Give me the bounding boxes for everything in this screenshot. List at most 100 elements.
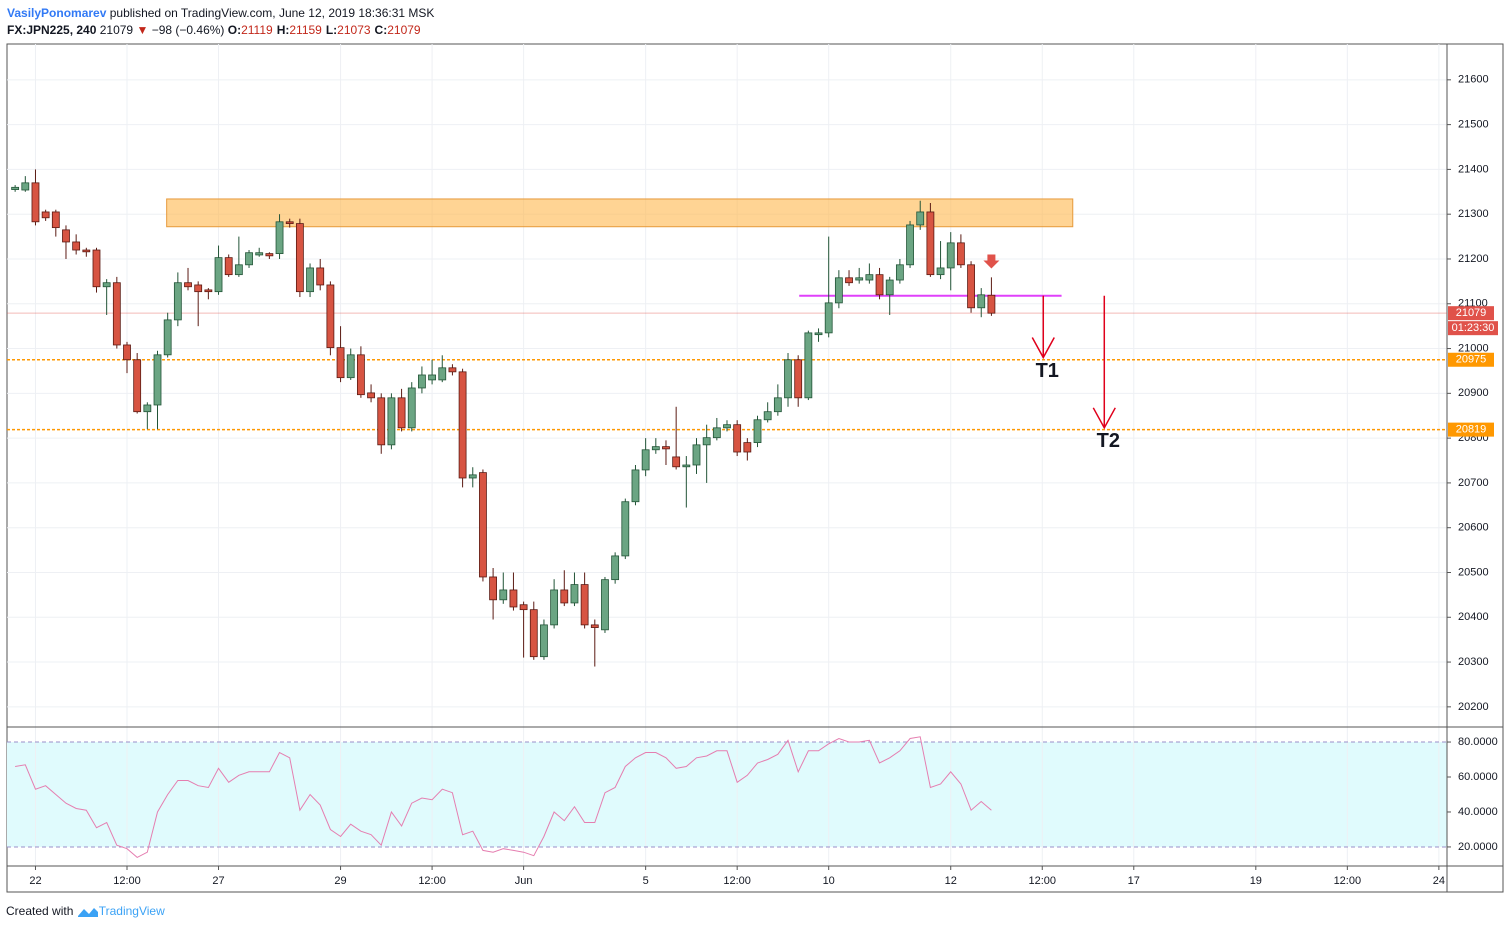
level-label-box: [1448, 422, 1494, 437]
candle-body: [306, 267, 314, 293]
ohlc-value: 21119: [241, 23, 273, 37]
x-tick-label: 12:00: [1334, 875, 1362, 887]
level-label-box: [1448, 352, 1494, 367]
logo: [77, 907, 98, 917]
candle-body: [509, 589, 518, 608]
candle-body: [62, 229, 70, 243]
y-tick-label: 21300: [1458, 208, 1489, 220]
signal-arrow: [983, 254, 1000, 269]
y-tick-label: 21500: [1458, 119, 1489, 131]
candle-body: [499, 589, 508, 601]
candle-body: [448, 367, 457, 373]
candle-body: [560, 589, 569, 604]
candle-body: [112, 282, 121, 346]
countdown: 01:23:30: [1452, 322, 1495, 334]
candle-body: [143, 404, 152, 413]
candle-body: [173, 282, 182, 321]
current-price-label: 21079: [1456, 307, 1487, 319]
x-tick-label: Jun: [515, 875, 533, 887]
header-line: VasilyPonomarev published on TradingView…: [7, 5, 434, 22]
ohlc-label: H:: [276, 23, 290, 37]
y-tick-label: 20700: [1458, 477, 1489, 489]
y-tick-label: 20400: [1458, 611, 1489, 623]
down-arrow: ▼: [136, 23, 149, 37]
x-tick-label: 10: [823, 875, 835, 887]
candle-body: [794, 359, 803, 399]
candle-body: [743, 442, 752, 453]
target-label: T1: [1036, 360, 1059, 382]
candle-body: [753, 419, 762, 444]
candle-body: [377, 397, 386, 446]
rsi-band: [7, 742, 1447, 847]
countdown-box: [1448, 321, 1498, 336]
candle-body: [723, 424, 731, 429]
ohlc-value: 21073: [337, 23, 371, 37]
candle-body: [834, 277, 843, 304]
candle-body: [590, 624, 599, 628]
candle-body: [51, 211, 60, 229]
published: published on TradingView.com, June 12, 2…: [109, 6, 435, 20]
current-price-box: [1448, 306, 1494, 321]
y-tick-label: 20200: [1458, 701, 1489, 713]
candle-body: [387, 397, 396, 446]
candle-body: [916, 211, 925, 226]
brand[interactable]: TradingView: [98, 904, 165, 918]
candle-body: [92, 249, 101, 288]
candle-body: [977, 294, 986, 309]
last: 21079: [99, 23, 134, 37]
x-tick-label: 12:00: [1028, 875, 1056, 887]
candle-body: [428, 374, 436, 381]
y-tick-label: 21400: [1458, 163, 1489, 175]
target-arrowhead: [1092, 407, 1116, 430]
x-tick-label: 12:00: [113, 875, 141, 887]
candle-body: [285, 221, 294, 224]
x-tick-label: 12: [945, 875, 957, 887]
candle-body: [224, 257, 233, 276]
y-tick-label: 80.0000: [1458, 736, 1498, 748]
chart: 22 12:00 27 29 12:00 Jun 5 12:00 10 12 12:00 17 19 12…: [6, 43, 1504, 893]
candle-body: [407, 387, 416, 429]
candle-body: [41, 211, 50, 219]
candle-body: [824, 302, 833, 334]
y-tick-label: 20300: [1458, 656, 1489, 668]
candle-body: [204, 289, 213, 293]
candle-body: [885, 279, 894, 296]
candle-body: [72, 241, 81, 251]
candle-body: [489, 576, 498, 601]
candle-body: [397, 397, 406, 429]
ohlc-label: O:: [227, 23, 242, 37]
x-tick-label: 22: [29, 875, 41, 887]
candle-body: [784, 359, 792, 399]
ohlc-value: 21159: [289, 23, 322, 37]
candle-body: [458, 371, 467, 479]
candle-body: [987, 294, 996, 314]
y-tick-label: 60.0000: [1458, 771, 1498, 783]
candle-body: [540, 624, 548, 658]
y-tick-label: 21600: [1458, 74, 1489, 86]
ohlc-value: 21079: [387, 23, 421, 37]
candle-body: [692, 444, 701, 466]
candle-body: [662, 446, 670, 450]
candle-body: [631, 469, 640, 503]
candle-body: [21, 182, 30, 191]
candle-body: [245, 252, 253, 266]
candle-body: [804, 332, 813, 399]
candle-body: [316, 267, 325, 286]
x-tick-label: 12:00: [418, 875, 446, 887]
x-tick-label: 27: [212, 875, 224, 887]
y-tick-label: 40.0000: [1458, 806, 1498, 818]
candle-body: [946, 242, 955, 269]
ohlc-label: L:: [325, 23, 338, 37]
level-label: 20819: [1456, 424, 1487, 436]
level-label: 20975: [1456, 354, 1487, 366]
rsi-line: [15, 736, 992, 858]
candle-body: [621, 501, 630, 557]
x-tick-label: 29: [334, 875, 346, 887]
candle-body: [855, 277, 864, 281]
author[interactable]: VasilyPonomarev: [7, 6, 107, 20]
target-arrowhead: [1031, 337, 1055, 360]
candle-body: [529, 609, 538, 658]
resistance-zone: [166, 198, 1074, 228]
candle-body: [519, 604, 528, 611]
